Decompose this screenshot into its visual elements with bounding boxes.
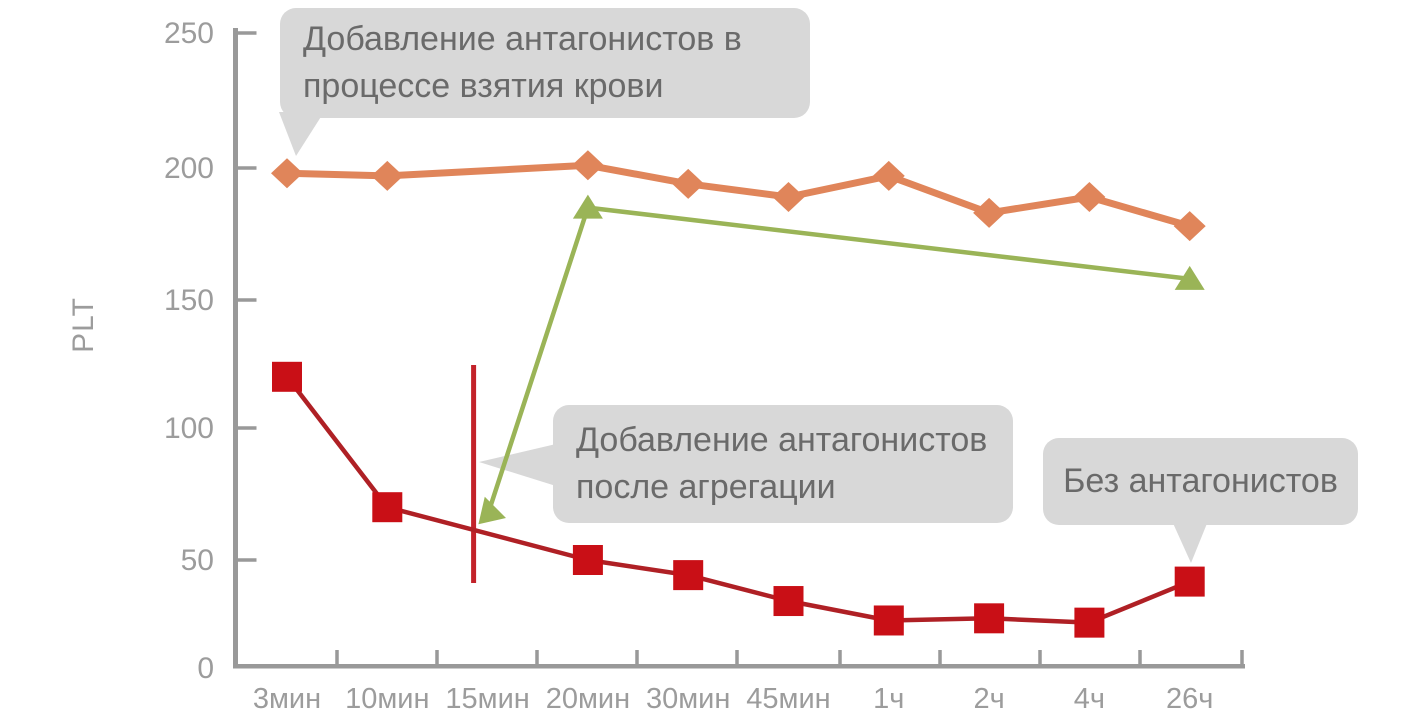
x-axis-category-label: 10мин — [345, 683, 429, 715]
x-axis-category-label: 1ч — [873, 683, 904, 715]
x-axis-category-label: 26ч — [1166, 683, 1213, 715]
series-2-marker-square — [673, 560, 704, 591]
x-axis-tick — [1240, 650, 1244, 668]
x-axis-category-label: 3мин — [253, 683, 321, 715]
y-axis-tick — [235, 166, 257, 170]
x-axis-category-label: 45мин — [746, 683, 830, 715]
series-line-0 — [283, 161, 1194, 230]
x-axis-tick — [435, 650, 439, 668]
y-axis-tick-label: 150 — [164, 284, 214, 317]
series-0-marker-diamond — [271, 158, 303, 189]
x-axis-tick — [838, 650, 842, 668]
series-0-marker-diamond — [973, 197, 1006, 228]
callout-antagonists-after-aggregation: Добавление антагонистов после агрегации — [553, 405, 1013, 523]
series-2-marker-square — [773, 586, 804, 617]
series-2-marker-square — [873, 605, 904, 636]
series-2-marker-square — [572, 545, 603, 575]
callout-line: Добавление антагонистов в — [303, 20, 742, 58]
y-axis-tick-label: 100 — [164, 412, 214, 445]
y-axis-tick — [235, 426, 257, 430]
series-0-marker-diamond — [371, 160, 404, 191]
callout-no-antagonists: Без антагонистов — [1043, 438, 1358, 525]
series-0-marker-diamond — [772, 182, 805, 213]
callout-tail-2 — [479, 444, 556, 486]
x-axis-tick — [535, 650, 539, 668]
series-0-marker-diamond — [1173, 211, 1206, 242]
series-2-marker-square — [974, 603, 1005, 634]
x-axis-tick — [635, 650, 639, 668]
y-axis-tick — [235, 298, 257, 302]
x-axis-category-label: 4ч — [1074, 683, 1105, 715]
callout-line: после агрегации — [576, 468, 836, 506]
series-2-marker-square — [1174, 566, 1205, 597]
callout-line: процессе взятия крови — [303, 67, 664, 105]
y-axis-tick-label: 200 — [164, 152, 214, 185]
x-axis-tick — [735, 650, 739, 668]
y-axis-tick-label: 250 — [164, 17, 214, 50]
series-0-marker-diamond — [571, 150, 604, 181]
series-0-marker-diamond — [872, 160, 905, 191]
series-0-marker-diamond — [672, 168, 705, 199]
x-axis-category-label: 15мин — [445, 683, 529, 715]
callout-line: Без антагонистов — [1063, 462, 1338, 500]
x-axis-tick — [1138, 650, 1142, 668]
x-axis-category-label: 30мин — [646, 683, 730, 715]
series-1-marker-triangle — [572, 194, 603, 219]
y-axis-tick-label: 0 — [197, 652, 214, 685]
x-axis-tick — [335, 650, 339, 668]
x-axis-line — [233, 664, 1245, 669]
series-2-marker-square — [272, 361, 302, 392]
callout-line: Добавление антагонистов — [576, 421, 988, 459]
y-axis-line — [233, 28, 238, 668]
x-axis-tick — [1038, 650, 1042, 668]
series-1-marker-triangle — [1174, 265, 1205, 290]
series-2-marker-square — [372, 492, 403, 523]
callout-tail-3 — [1172, 521, 1208, 563]
series-1-marker-triangle — [478, 496, 506, 525]
aggregation-time-marker-line — [471, 365, 477, 583]
series-2-marker-square — [1074, 607, 1105, 638]
series-0-marker-diamond — [1073, 182, 1106, 213]
y-axis-tick — [235, 31, 257, 35]
y-axis-title: PLT — [66, 297, 100, 353]
x-axis-category-label: 2ч — [973, 683, 1004, 715]
callout-antagonists-during-draw: Добавление антагонистов в процессе взяти… — [280, 8, 810, 118]
y-axis-tick-label: 50 — [181, 544, 214, 577]
callout-tail-1 — [279, 112, 324, 156]
y-axis-tick — [235, 558, 257, 562]
x-axis-tick — [938, 650, 942, 668]
x-axis-category-label: 20мин — [546, 683, 630, 715]
